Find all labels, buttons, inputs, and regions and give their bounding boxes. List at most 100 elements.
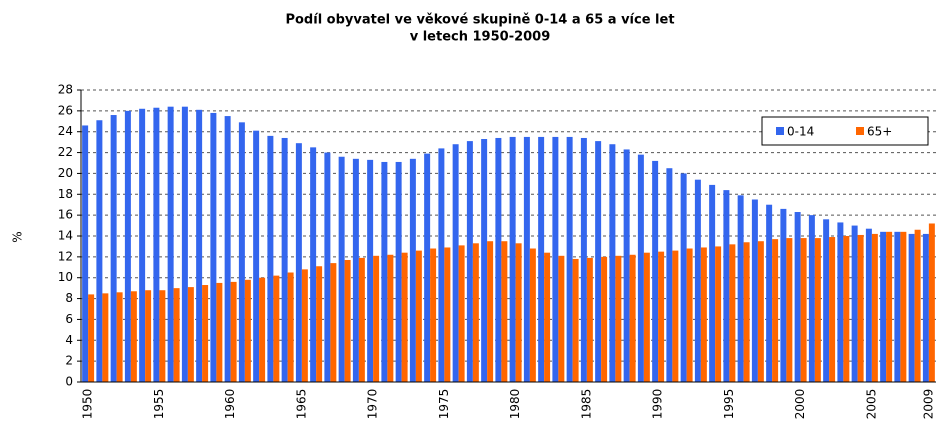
legend-swatch: [856, 127, 864, 135]
y-tick-label: 22: [58, 145, 73, 159]
bar: [367, 159, 374, 382]
chart-title: v letech 1950-2009: [410, 30, 551, 45]
bar: [794, 212, 801, 382]
bar: [438, 148, 445, 382]
bar: [124, 110, 131, 382]
bar: [529, 248, 536, 382]
bar: [586, 257, 593, 382]
x-tick-label: 1995: [722, 389, 736, 420]
bar: [837, 222, 844, 382]
bar: [395, 161, 402, 382]
bar: [652, 160, 659, 382]
bar: [566, 136, 573, 382]
legend-label: 0-14: [787, 125, 814, 139]
x-tick-label: 2009: [921, 389, 935, 420]
bar: [772, 239, 779, 382]
bar: [800, 238, 807, 382]
bar: [766, 204, 773, 382]
x-tick-label: 1965: [294, 389, 308, 420]
bar: [82, 125, 89, 382]
y-tick-label: 28: [58, 83, 73, 97]
bar: [330, 263, 337, 382]
bar: [167, 106, 174, 382]
bar: [481, 139, 488, 382]
y-tick-label: 8: [65, 291, 73, 305]
bar: [629, 254, 636, 382]
bar: [871, 233, 878, 382]
bar: [358, 257, 365, 382]
bar: [352, 158, 359, 382]
legend-label: 65+: [867, 125, 892, 139]
bar: [686, 248, 693, 382]
x-tick-label: 1990: [651, 389, 665, 420]
y-tick-label: 2: [65, 354, 73, 368]
bar: [737, 195, 744, 382]
bar: [729, 244, 736, 382]
bar: [159, 290, 166, 382]
y-tick-label: 0: [65, 375, 73, 389]
bar: [515, 243, 522, 382]
y-tick-label: 4: [65, 333, 73, 347]
bar: [259, 277, 266, 382]
bar: [487, 241, 494, 382]
y-tick-label: 18: [58, 187, 73, 201]
bar: [458, 245, 465, 382]
y-axis-label: %: [11, 231, 25, 242]
bar: [851, 225, 858, 382]
x-tick-label: 1960: [223, 389, 237, 420]
bar: [444, 247, 451, 382]
x-tick-label: 1985: [579, 389, 593, 420]
bar: [501, 241, 508, 382]
bar: [145, 290, 152, 382]
bar: [908, 233, 915, 382]
x-tick-label: 1950: [81, 389, 95, 420]
x-tick-label: 1980: [508, 389, 522, 420]
bar: [808, 215, 815, 382]
bar: [751, 199, 758, 382]
bar: [814, 238, 821, 382]
bar: [324, 152, 331, 382]
bar: [723, 190, 730, 382]
bar: [281, 137, 288, 382]
bar: [238, 122, 245, 382]
bar: [401, 252, 408, 382]
y-tick-label: 24: [58, 124, 73, 138]
bar: [244, 279, 251, 382]
y-tick-label: 14: [58, 229, 73, 243]
bar: [922, 233, 929, 382]
bar: [96, 120, 103, 382]
bar: [224, 116, 231, 383]
bar: [110, 115, 117, 383]
bar: [658, 251, 665, 382]
bar: [865, 228, 872, 382]
bar: [914, 229, 921, 382]
bar: [552, 136, 559, 382]
bar: [780, 208, 787, 382]
bar: [273, 275, 280, 382]
bar: [538, 136, 545, 382]
bar: [472, 243, 479, 382]
legend-swatch: [776, 127, 784, 135]
y-tick-label: 6: [65, 312, 73, 326]
bar: [643, 252, 650, 382]
x-tick-label: 1975: [437, 389, 451, 420]
bar: [381, 161, 388, 382]
bar: [295, 143, 302, 382]
bar: [424, 153, 431, 382]
bar: [495, 137, 502, 382]
bar: [823, 219, 830, 382]
bar: [316, 266, 323, 382]
bar: [267, 135, 274, 382]
bar: [829, 237, 836, 382]
bar: [623, 149, 630, 382]
bar: [757, 241, 764, 382]
x-tick-label: 1955: [152, 389, 166, 420]
bar: [672, 250, 679, 382]
bar: [572, 258, 579, 382]
bar: [301, 269, 308, 382]
bar: [928, 223, 935, 382]
bar: [680, 173, 687, 382]
bar: [857, 234, 864, 382]
bar: [843, 236, 850, 382]
